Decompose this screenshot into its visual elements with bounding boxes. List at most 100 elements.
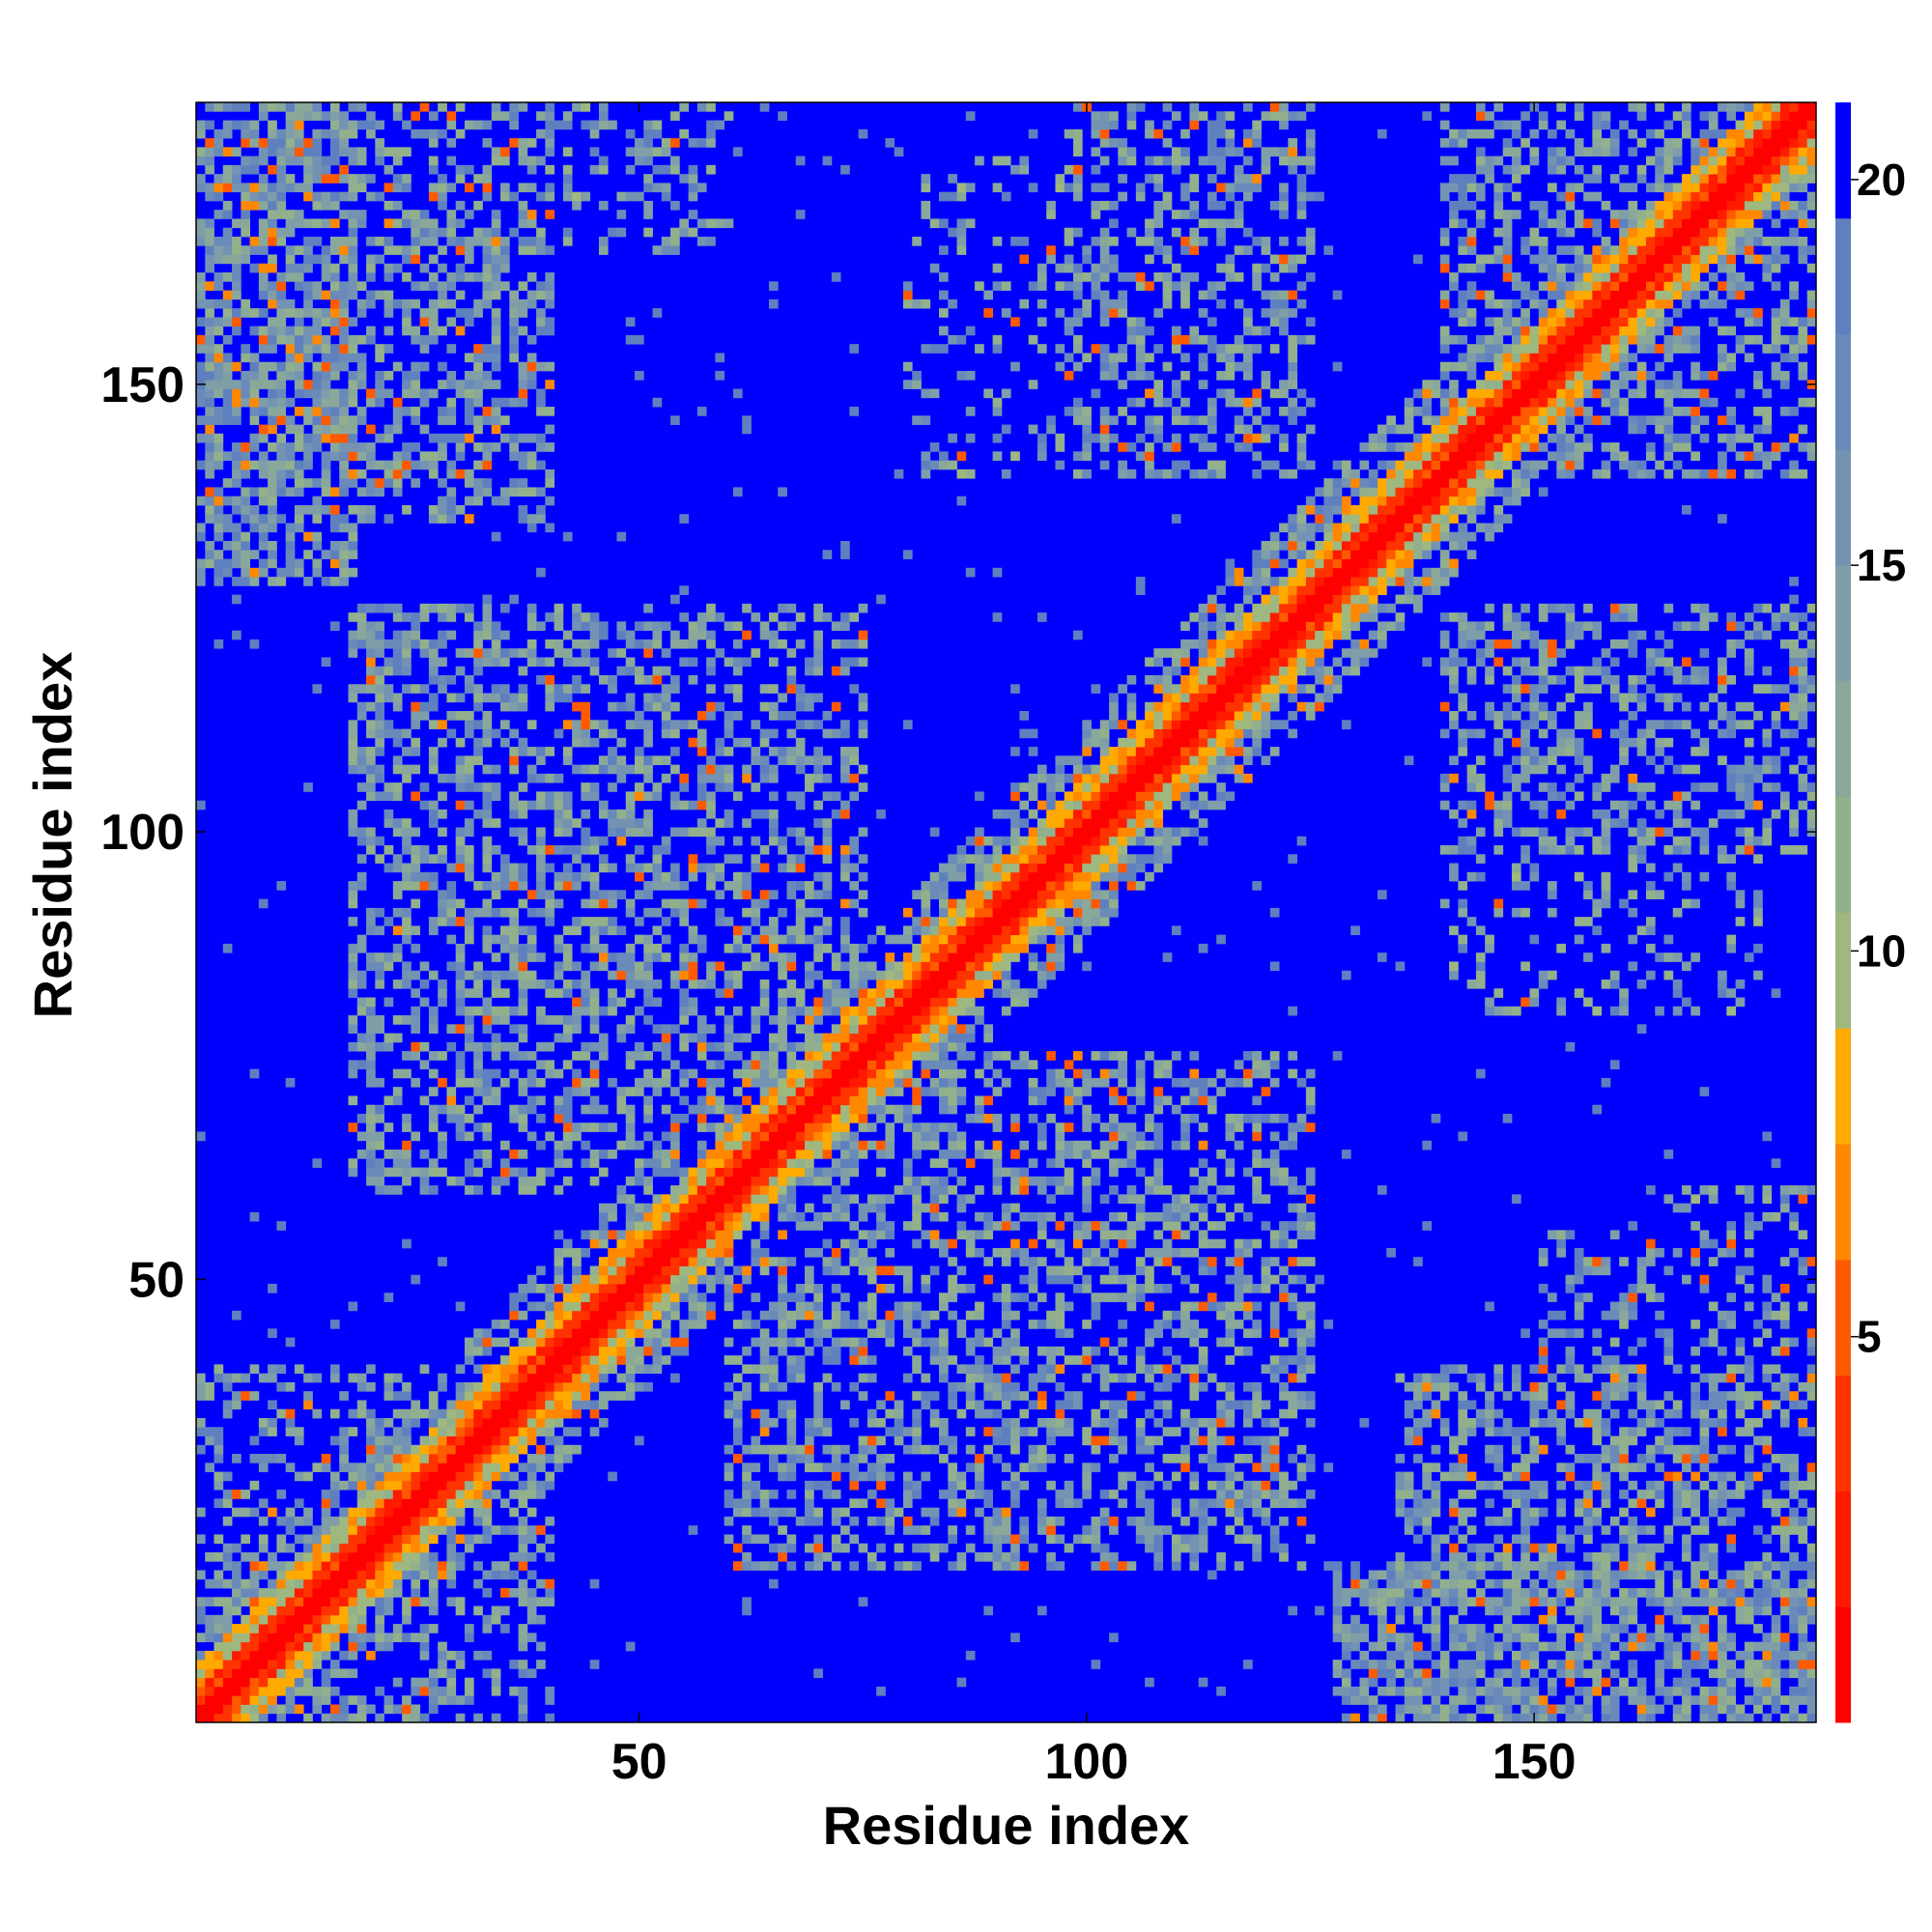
heatmap-cell [643,603,653,613]
heatmap-cell [196,577,206,586]
heatmap-cell [482,120,493,130]
heatmap-cell [392,1551,403,1562]
heatmap-cell [545,1310,555,1321]
heatmap-cell [643,720,653,729]
heatmap-cell [356,469,367,479]
heatmap-cell [786,863,797,873]
heatmap-cell [455,1516,466,1526]
heatmap-cell [670,881,680,891]
heatmap-cell [536,755,546,766]
heatmap-cell [715,1167,725,1178]
heatmap-cell [724,1498,734,1509]
heatmap-cell [661,934,671,945]
heatmap-cell [411,1417,421,1428]
heatmap-cell [205,1427,214,1436]
heatmap-cell [249,1624,260,1634]
heatmap-cell [419,344,430,354]
heatmap-cell [464,917,474,926]
heatmap-cell [438,326,447,336]
heatmap-cell [795,1087,806,1096]
heatmap-cell [545,1060,555,1070]
heatmap-cell [536,1417,546,1428]
heatmap-cell [849,1131,860,1142]
heatmap-cell [634,845,644,855]
heatmap-cell [831,1024,841,1034]
heatmap-cell [795,1176,806,1186]
heatmap-cell [348,943,358,953]
heatmap-cell [366,701,376,712]
heatmap-cell [526,1176,537,1186]
heatmap-cell [384,863,394,873]
heatmap-cell [196,147,206,156]
heatmap-cell [356,1060,367,1070]
heatmap-cell [724,1284,734,1293]
heatmap-cell [205,245,214,255]
heatmap-cell [831,1068,841,1079]
heatmap-cell [329,344,340,354]
heatmap-cell [428,1427,439,1436]
heatmap-cell [222,496,233,506]
heatmap-cell [321,334,331,345]
heatmap-cell [581,1373,591,1383]
heatmap-cell [348,684,358,694]
heatmap-cell [768,934,779,945]
heatmap-cell [455,308,466,318]
heatmap-cell [455,1051,466,1061]
heatmap-cell [813,1310,823,1321]
heatmap-cell [438,1570,447,1580]
heatmap-cell [742,1274,752,1285]
heatmap-cell [419,227,430,238]
heatmap-cell [732,1400,743,1410]
heatmap-cell [661,1230,671,1240]
heatmap-cell [545,639,555,649]
heatmap-cell [608,1355,617,1365]
heatmap-cell [366,1578,376,1589]
heatmap-cell [805,1006,814,1016]
heatmap-cell [402,1480,412,1491]
heatmap-cell [268,1650,277,1661]
heatmap-cell [402,1605,412,1616]
heatmap-cell [366,1381,376,1392]
heatmap-cell [616,1087,627,1096]
heatmap-cell [545,1597,555,1606]
heatmap-cell [232,1686,242,1696]
heatmap-cell [473,1463,483,1472]
heatmap-cell [446,370,457,381]
heatmap-cell [732,934,743,945]
heatmap-cell [616,1238,627,1249]
heatmap-cell [562,147,573,156]
heatmap-cell [402,1051,412,1061]
heatmap-cell [428,156,439,166]
heatmap-cell [232,380,242,389]
heatmap-cell [303,433,313,443]
heatmap-cell [213,1660,224,1669]
heatmap-cell [751,1015,761,1025]
heatmap-cell [509,1150,519,1159]
heatmap-cell [706,1284,716,1293]
heatmap-cell [232,531,242,542]
heatmap-cell [831,791,841,802]
heatmap-cell [634,1301,644,1312]
heatmap-cell [778,1150,787,1159]
heatmap-cell [482,845,493,855]
heatmap-cell [813,1320,823,1329]
heatmap-cell [402,1454,412,1463]
heatmap-cell [482,1087,493,1096]
heatmap-cell [446,210,457,219]
heatmap-cell [643,183,653,193]
heatmap-cell [491,1391,501,1401]
heatmap-cell [392,451,403,462]
heatmap-cell [634,863,644,873]
heatmap-cell [402,245,412,255]
heatmap-cell [285,1077,296,1088]
heatmap-cell [285,263,296,273]
heatmap-cell [402,1381,412,1392]
heatmap-cell [285,523,296,533]
heatmap-cell [411,898,421,909]
heatmap-cell [482,1095,493,1106]
heatmap-cell [715,764,725,775]
heatmap-cell [805,961,814,972]
heatmap-cell [813,648,823,658]
heatmap-cell [438,1490,447,1499]
heatmap-cell [526,1346,537,1356]
